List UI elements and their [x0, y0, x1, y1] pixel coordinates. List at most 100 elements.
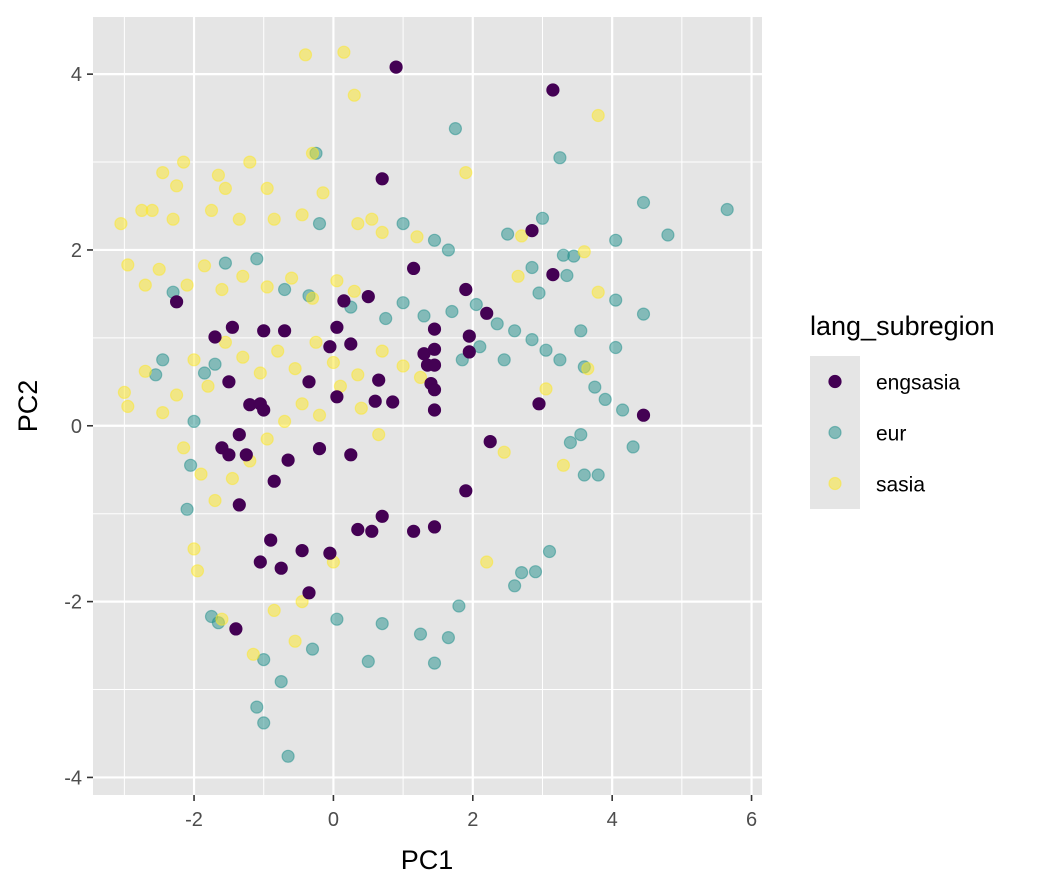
point-sasia [295, 594, 309, 609]
point-sasia [246, 647, 260, 661]
point-eur [396, 296, 410, 310]
point-sasia [166, 212, 180, 226]
point-engsasia [427, 403, 442, 417]
point-engsasia [546, 83, 560, 97]
point-engsasia [330, 390, 344, 404]
y-tick-label: 2 [71, 240, 82, 262]
x-axis-title: PC1 [401, 845, 454, 875]
y-tick-label: 0 [71, 416, 82, 438]
point-sasia [480, 555, 494, 569]
point-eur [574, 324, 588, 338]
point-engsasia [295, 543, 309, 558]
point-sasia [267, 212, 281, 226]
point-eur [180, 502, 194, 516]
point-engsasia [427, 520, 442, 534]
point-eur [507, 579, 522, 593]
point-sasia [156, 406, 170, 420]
point-sasia [187, 542, 201, 556]
point-eur [661, 228, 675, 242]
point-eur [257, 652, 271, 667]
plot-panel [93, 17, 762, 795]
point-engsasia [344, 337, 358, 351]
point-engsasia [312, 442, 327, 456]
point-sasia [190, 564, 205, 578]
point-engsasia [330, 320, 344, 334]
point-engsasia [427, 358, 442, 372]
point-eur [636, 195, 651, 210]
point-sasia [581, 362, 595, 376]
point-eur [375, 616, 389, 631]
point-sasia [201, 379, 215, 393]
point-sasia [253, 366, 267, 380]
point-engsasia [274, 561, 288, 575]
point-engsasia [427, 383, 442, 397]
point-sasia [337, 45, 351, 59]
point-eur [417, 309, 431, 323]
point-eur [542, 544, 557, 559]
point-eur [528, 565, 543, 579]
point-eur [535, 211, 550, 225]
point-sasia [351, 217, 365, 231]
point-eur [396, 217, 410, 231]
point-eur [525, 333, 539, 347]
point-sasia [156, 166, 170, 180]
point-engsasia [427, 322, 442, 336]
point-engsasia [264, 533, 278, 547]
point-eur [278, 282, 292, 297]
point-eur [441, 243, 455, 257]
y-axis-title: PC2 [13, 380, 43, 433]
point-eur [473, 340, 487, 354]
point-eur [720, 202, 734, 217]
x-axis-ticks: -2 0 2 4 6 [185, 795, 757, 831]
point-eur [469, 297, 483, 312]
point-eur [184, 458, 198, 472]
point-engsasia [525, 224, 539, 238]
x-tick-label: -2 [185, 809, 203, 831]
point-eur [441, 630, 455, 645]
point-eur [507, 324, 522, 338]
point-eur [413, 627, 428, 641]
point-sasia [145, 203, 159, 217]
point-eur [615, 403, 630, 417]
point-sasia [497, 445, 511, 459]
point-sasia [285, 271, 299, 285]
point-eur [560, 268, 574, 283]
point-sasia [197, 259, 212, 273]
point-sasia [347, 284, 361, 298]
point-sasia [375, 225, 389, 239]
point-eur [427, 233, 442, 247]
point-sasia [260, 432, 274, 446]
point-eur [208, 357, 222, 371]
x-tick-label: 4 [607, 809, 618, 831]
point-sasia [215, 612, 229, 626]
legend-marker-eur [828, 425, 842, 440]
point-engsasia [257, 324, 271, 338]
point-sasia [267, 603, 281, 618]
point-sasia [316, 186, 330, 200]
point-eur [197, 366, 212, 380]
point-sasia [211, 168, 225, 182]
point-engsasia [232, 428, 246, 442]
point-eur [539, 343, 553, 357]
point-eur [553, 151, 567, 165]
point-sasia [218, 335, 232, 349]
point-sasia [138, 278, 152, 292]
point-sasia [305, 291, 320, 305]
point-sasia [260, 181, 274, 195]
point-sasia [556, 458, 571, 472]
point-sasia [514, 229, 529, 243]
legend-label-sasia: sasia [876, 474, 925, 497]
point-engsasia [375, 172, 389, 186]
legend-label-eur: eur [876, 423, 906, 446]
point-engsasia [302, 586, 316, 600]
legend-marker-engsasia [828, 374, 842, 389]
point-sasia [309, 335, 323, 349]
point-engsasia [344, 448, 358, 462]
point-eur [497, 353, 511, 367]
point-sasia [170, 179, 184, 193]
point-engsasia [636, 408, 651, 422]
point-engsasia [208, 330, 222, 344]
point-eur [609, 233, 623, 247]
point-sasia [225, 471, 239, 486]
point-sasia [180, 278, 194, 292]
